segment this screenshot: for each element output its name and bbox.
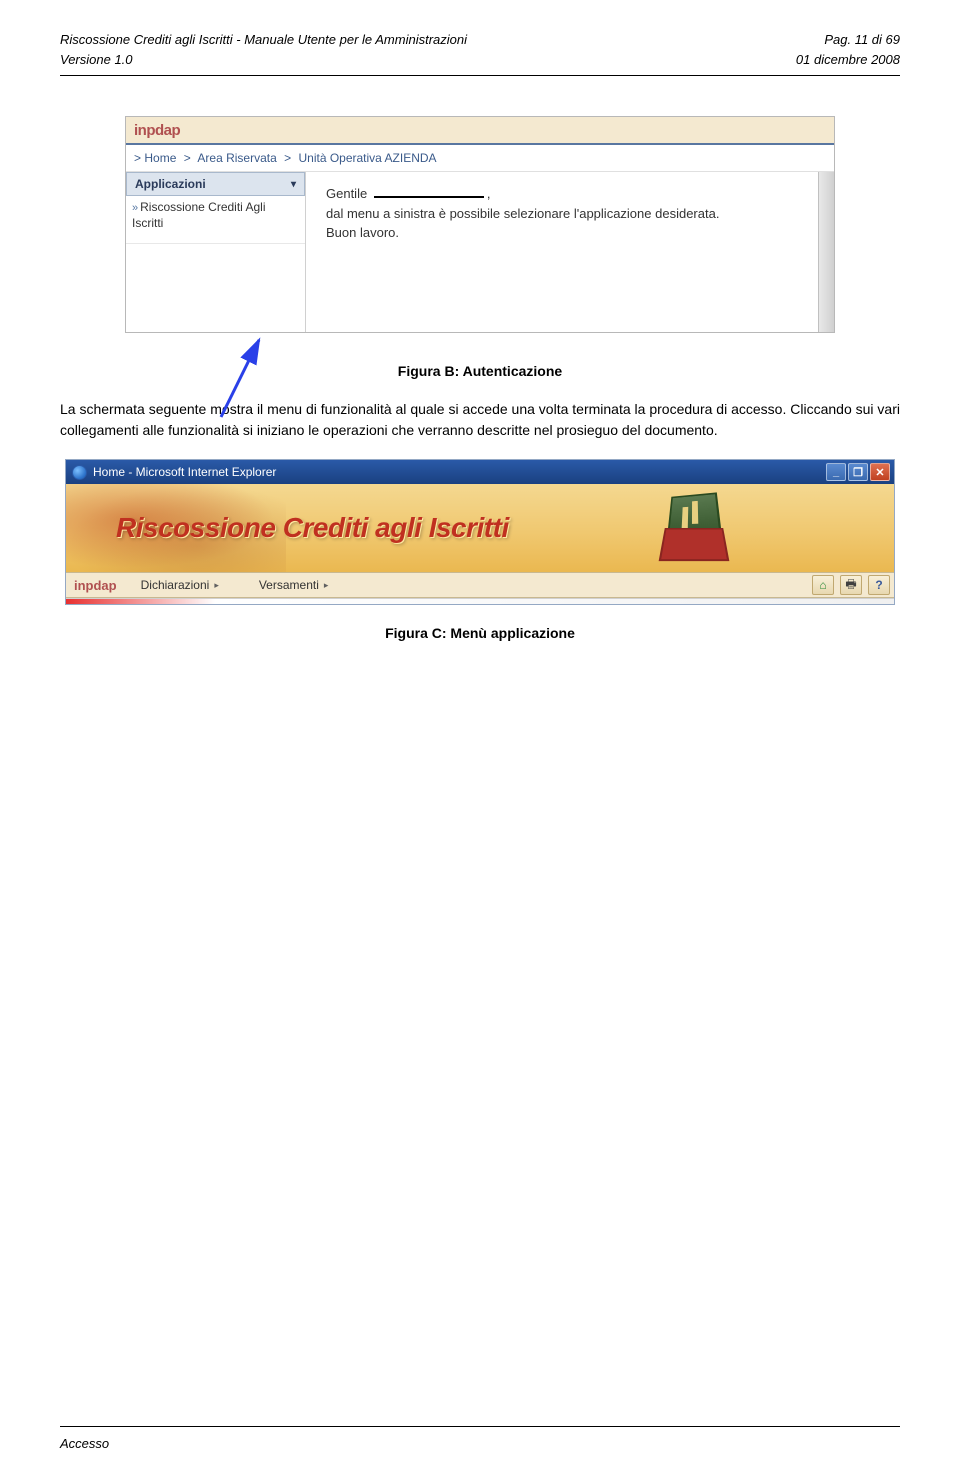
greeting-line: Gentile , xyxy=(326,184,804,204)
bc-sep: > xyxy=(184,151,191,165)
ie-icon xyxy=(72,465,87,480)
minimize-button[interactable]: _ xyxy=(826,463,846,481)
breadcrumb-unita[interactable]: Unità Operativa AZIENDA xyxy=(298,151,436,165)
app-banner: Riscossione Crediti agli Iscritti xyxy=(66,484,894,572)
app-menubar: inpdap Dichiarazioni ▸ Versamenti ▸ ⌂ 🖶 … xyxy=(66,572,894,598)
menu-versamenti[interactable]: Versamenti ▸ xyxy=(259,578,329,592)
banner-title: Riscossione Crediti agli Iscritti xyxy=(116,512,509,544)
chevron-right-icon: » xyxy=(132,202,138,214)
breadcrumb: > Home > Area Riservata > Unità Operativ… xyxy=(126,145,834,172)
doc-date: 01 dicembre 2008 xyxy=(796,50,900,70)
chevron-down-icon: ▾ xyxy=(291,179,296,190)
bottom-strip xyxy=(66,598,894,604)
inpdap-logo: inpdap xyxy=(134,122,180,139)
redacted-name xyxy=(374,196,484,198)
paragraph-main: La schermata seguente mostra il menu di … xyxy=(60,399,900,441)
header-rule xyxy=(60,75,900,76)
bc-sep: > xyxy=(284,151,291,165)
sidebar-panel-label: Applicazioni xyxy=(135,177,206,191)
titlebar-left: Home - Microsoft Internet Explorer xyxy=(72,465,276,480)
footer-text: Accesso xyxy=(60,1436,109,1451)
doc-header-right: Pag. 11 di 69 01 dicembre 2008 xyxy=(796,30,900,69)
content-line2: dal menu a sinistra è possibile selezion… xyxy=(326,204,804,224)
doc-header-left: Riscossione Crediti agli Iscritti - Manu… xyxy=(60,30,467,69)
menu-dichiarazioni[interactable]: Dichiarazioni ▸ xyxy=(141,578,219,592)
sidebar-item-riscossione[interactable]: »Riscossione Crediti Agli Iscritti xyxy=(126,196,305,244)
close-button[interactable]: ✕ xyxy=(870,463,890,481)
maximize-button[interactable]: ❐ xyxy=(848,463,868,481)
home-icon[interactable]: ⌂ xyxy=(812,575,834,595)
breadcrumb-home[interactable]: Home xyxy=(144,151,176,165)
caret-right-icon: ▸ xyxy=(214,580,219,591)
toolbar-icons: ⌂ 🖶 ? xyxy=(812,575,890,595)
screenshot-auth: inpdap > Home > Area Riservata > Unità O… xyxy=(125,116,835,333)
menu-item-label: Dichiarazioni xyxy=(141,578,210,592)
footer-rule xyxy=(60,1426,900,1427)
ss1-logo-bar: inpdap xyxy=(126,117,834,145)
ss1-sidebar: Applicazioni ▾ »Riscossione Crediti Agli… xyxy=(126,172,306,332)
inpdap-logo-small: inpdap xyxy=(70,578,121,593)
content-line4: Buon lavoro. xyxy=(326,223,804,243)
breadcrumb-area[interactable]: Area Riservata xyxy=(197,151,276,165)
screenshot-app: Home - Microsoft Internet Explorer _ ❐ ✕… xyxy=(65,459,895,605)
doc-title: Riscossione Crediti agli Iscritti - Manu… xyxy=(60,30,467,50)
ie-titlebar: Home - Microsoft Internet Explorer _ ❐ ✕ xyxy=(66,460,894,484)
print-icon[interactable]: 🖶 xyxy=(840,575,862,595)
ss1-content: Gentile , dal menu a sinistra è possibil… xyxy=(306,172,834,332)
greeting-prefix: Gentile xyxy=(326,186,371,201)
scrollbar[interactable] xyxy=(818,172,834,332)
doc-header: Riscossione Crediti agli Iscritti - Manu… xyxy=(60,30,900,69)
caption-figure-c: Figura C: Menù applicazione xyxy=(60,625,900,641)
banner-logo-icon xyxy=(654,490,734,562)
doc-page-number: Pag. 11 di 69 xyxy=(796,30,900,50)
sidebar-item-label: Riscossione Crediti Agli Iscritti xyxy=(132,200,266,230)
caption-figure-b: Figura B: Autenticazione xyxy=(60,363,900,379)
sidebar-panel-title[interactable]: Applicazioni ▾ xyxy=(126,172,305,196)
help-icon[interactable]: ? xyxy=(868,575,890,595)
ss1-body: Applicazioni ▾ »Riscossione Crediti Agli… xyxy=(126,172,834,332)
window-buttons: _ ❐ ✕ xyxy=(826,463,890,481)
doc-version: Versione 1.0 xyxy=(60,50,467,70)
menu-item-label: Versamenti xyxy=(259,578,319,592)
bc-sep: > xyxy=(134,151,141,165)
greeting-suffix: , xyxy=(487,186,491,201)
window-title: Home - Microsoft Internet Explorer xyxy=(93,465,276,479)
caret-right-icon: ▸ xyxy=(324,580,329,591)
